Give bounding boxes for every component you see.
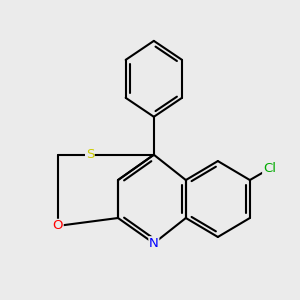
Text: S: S (85, 148, 94, 161)
Text: O: O (52, 219, 63, 232)
Text: N: N (149, 237, 159, 250)
Text: Cl: Cl (263, 162, 276, 175)
